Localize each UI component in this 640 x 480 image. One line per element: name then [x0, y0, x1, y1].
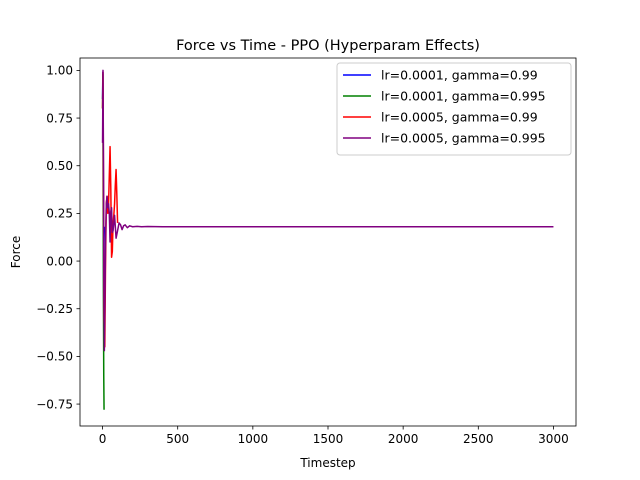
x-tick-label: 3000 — [538, 432, 569, 446]
legend: lr=0.0001, gamma=0.99 lr=0.0001, gamma=0.… — [336, 62, 572, 156]
y-tick-label: −0.75 — [36, 397, 73, 411]
y-tick-label: 0.25 — [46, 207, 73, 221]
legend-label-1: lr=0.0001, gamma=0.99 — [381, 68, 538, 83]
plot-area: 0 500 1000 1500 2000 2500 3000 −0.75 −0.50 −0.25 0… — [36, 57, 577, 446]
legend-label-4: lr=0.0005, gamma=0.995 — [381, 131, 546, 146]
x-tick-label: 2500 — [463, 432, 494, 446]
x-tick-label: 2000 — [388, 432, 419, 446]
y-tick-label: 1.00 — [46, 64, 73, 78]
x-axis-label: Timestep — [299, 456, 355, 470]
x-tick-label: 1000 — [238, 432, 269, 446]
x-tick-label: 500 — [166, 432, 189, 446]
x-tick-label: 0 — [99, 432, 107, 446]
legend-box — [336, 62, 572, 156]
y-tick-label: 0.50 — [46, 159, 73, 173]
y-axis-label: Force — [9, 236, 23, 268]
y-tick-label: 0.75 — [46, 111, 73, 125]
chart-title: Force vs Time - PPO (Hyperparam Effects) — [176, 38, 480, 54]
legend-label-2: lr=0.0001, gamma=0.995 — [381, 89, 546, 104]
y-tick-label: −0.25 — [36, 302, 73, 316]
legend-label-3: lr=0.0005, gamma=0.99 — [381, 110, 538, 125]
x-tick-label: 1500 — [313, 432, 344, 446]
series-line-4 — [101, 69, 554, 352]
y-tick-label: −0.50 — [36, 350, 73, 364]
y-tick-label: 0.00 — [46, 254, 73, 268]
